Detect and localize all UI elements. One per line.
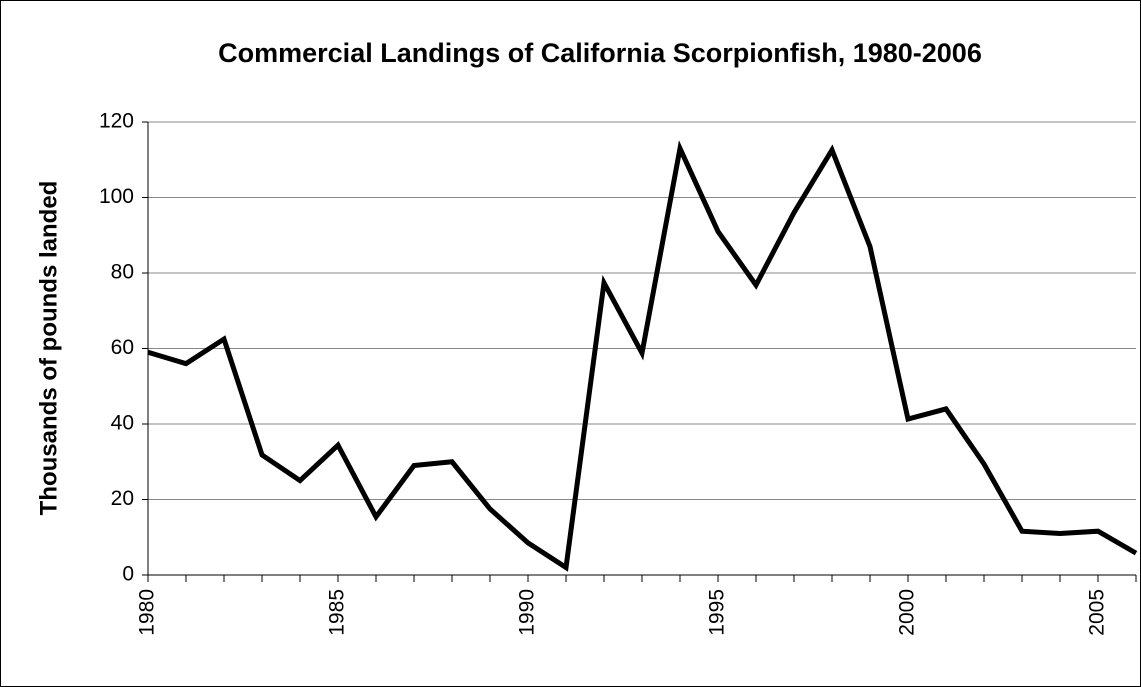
x-tick-label: 1980	[136, 589, 159, 636]
chart-title: Commercial Landings of California Scorpi…	[218, 38, 982, 68]
x-tick-label: 1990	[516, 589, 539, 636]
data-line	[147, 140, 1138, 572]
y-tick-label: 100	[99, 185, 134, 208]
y-tick-label: 0	[122, 563, 134, 586]
y-tick-label: 20	[111, 487, 134, 510]
x-tick-label: 2005	[1086, 589, 1109, 636]
x-tick-label: 2000	[896, 589, 919, 636]
y-tick-label: 40	[111, 412, 134, 435]
y-tick-label: 120	[99, 110, 134, 133]
x-tick-label: 1995	[706, 589, 729, 636]
y-tick-label: 60	[111, 336, 134, 359]
y-tick-label: 80	[111, 261, 134, 284]
x-tick-label: 1985	[326, 589, 349, 636]
y-axis-label: Thousands of pounds landed	[35, 181, 62, 516]
